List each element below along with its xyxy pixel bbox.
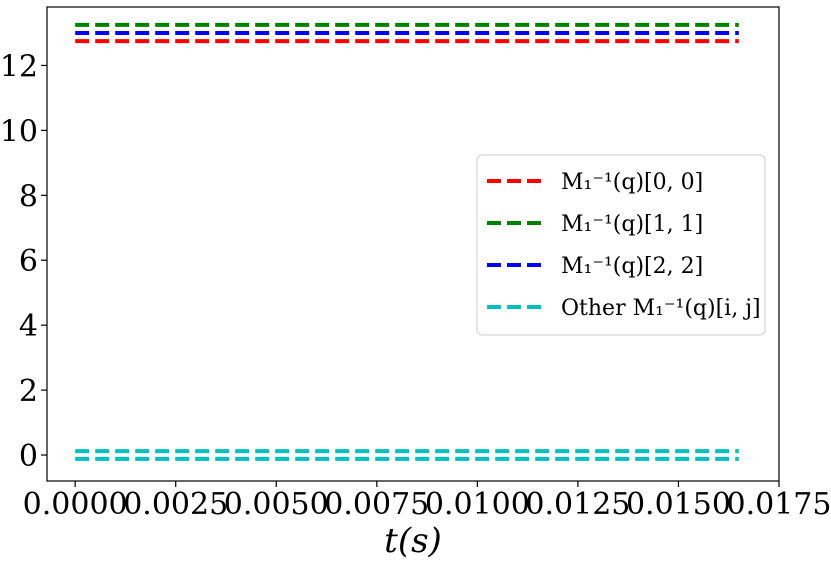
x-tick-label: 0.0150 — [626, 487, 731, 522]
y-tick-label: 4 — [19, 309, 38, 344]
x-tick-label: 0.0075 — [324, 487, 429, 522]
legend-entry: M₁⁻¹(q)[2, 2] — [561, 254, 703, 279]
y-tick-label: 0 — [19, 439, 38, 474]
legend: M₁⁻¹(q)[0, 0] M₁⁻¹(q)[1, 1] M₁⁻¹(q)[2, 2] O… — [476, 154, 766, 336]
y-tick-label: 10 — [0, 114, 38, 149]
x-axis-label: t(s) — [384, 521, 442, 561]
y-tick-label: 12 — [0, 49, 38, 84]
x-tick-label: 0.0025 — [123, 487, 228, 522]
y-tick-label: 8 — [19, 179, 38, 214]
x-tick-label: 0.0125 — [525, 487, 630, 522]
x-tick-label: 0.0050 — [224, 487, 329, 522]
series-layer — [75, 22, 739, 461]
legend-entry: M₁⁻¹(q)[1, 1] — [561, 212, 703, 237]
legend-entry: Other M₁⁻¹(q)[i, j] — [561, 296, 761, 321]
x-tick-label: 0.0100 — [425, 487, 530, 522]
x-axis-ticks: 0.00000.00250.00500.00750.01000.01250.01… — [23, 481, 831, 522]
legend-entry: M₁⁻¹(q)[0, 0] — [561, 170, 703, 195]
legend-box — [476, 154, 766, 336]
x-tick-label: 0.0000 — [23, 487, 128, 522]
y-axis-ticks: 0 2 4 6 8 10 12 — [0, 49, 47, 474]
x-tick-label: 0.0175 — [727, 487, 831, 522]
y-tick-label: 6 — [19, 244, 38, 279]
y-tick-label: 2 — [19, 374, 38, 409]
